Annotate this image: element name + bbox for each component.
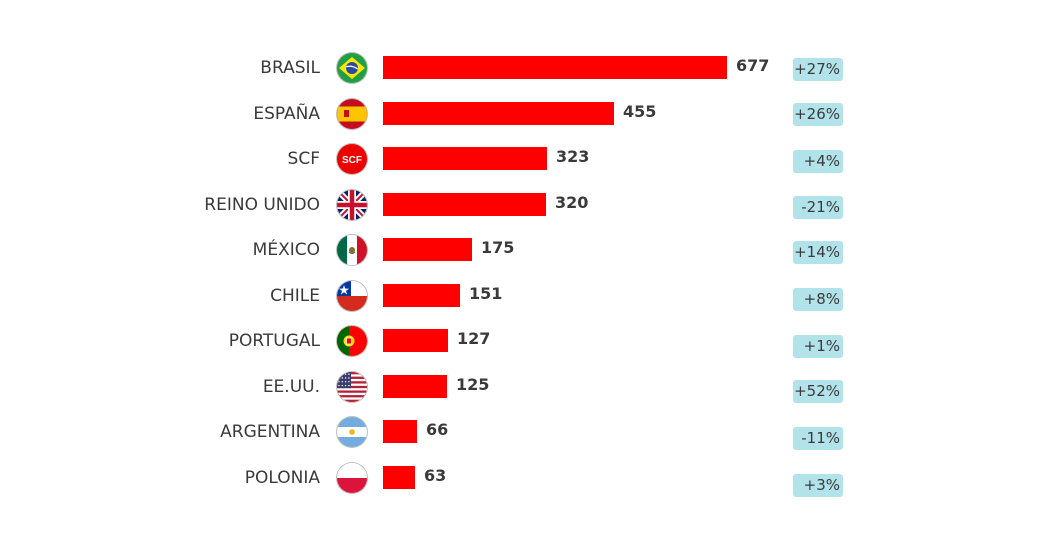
mexico-flag-icon (337, 235, 367, 265)
value-label: 125 (456, 374, 490, 394)
category-label: ESPAÑA (253, 103, 320, 124)
bar (383, 238, 472, 261)
bar-row-scf: SCF SCF 323 (0, 142, 1050, 178)
bar (383, 283, 460, 307)
value-label: 455 (623, 101, 657, 121)
category-label: BRASIL (260, 58, 320, 78)
scf-logo-icon: SCF (337, 144, 367, 174)
category-label: SCF (287, 149, 320, 169)
value-label: 677 (736, 56, 770, 75)
argentina-flag-icon (337, 417, 367, 447)
category-label: CHILE (270, 285, 320, 306)
bar (383, 420, 417, 443)
svg-text:SCF: SCF (342, 155, 362, 166)
value-label: 323 (556, 147, 590, 166)
chile-flag-icon (337, 280, 367, 311)
bar-row-polonia: POLONIA 63 (0, 461, 1050, 497)
bar-row-argentina: ARGENTINA 66 (0, 415, 1050, 451)
usa-flag-icon (337, 371, 367, 402)
category-label: EE.UU. (262, 376, 320, 397)
value-label: 320 (555, 192, 589, 212)
change-badge: +8% (793, 288, 843, 311)
bar-row-ee-uu: EE.UU. 125 (0, 370, 1050, 406)
bar (383, 147, 547, 170)
category-label: ARGENTINA (220, 422, 320, 442)
value-label: 175 (481, 238, 515, 257)
category-label: MÉXICO (252, 240, 320, 260)
change-badge: +3% (793, 474, 843, 497)
change-badge: -21% (793, 196, 843, 219)
value-label: 127 (457, 329, 491, 348)
brazil-flag-icon (337, 53, 367, 83)
bar-row-brasil: BRASIL 677 (0, 51, 1050, 87)
bar (383, 101, 614, 125)
category-label: PORTUGAL (228, 331, 320, 351)
change-badge: +1% (793, 335, 843, 358)
bar-row-mexico: MÉXICO 175 (0, 233, 1050, 269)
bar-row-reino-unido: REINO UNIDO 320 (0, 188, 1050, 224)
change-badge: +14% (793, 241, 843, 264)
portugal-flag-icon (337, 326, 367, 356)
uk-flag-icon (337, 189, 367, 220)
change-badge: +52% (793, 380, 843, 403)
change-badge: +4% (793, 150, 843, 173)
bar (383, 374, 447, 398)
bar-row-chile: CHILE 151 (0, 279, 1050, 315)
bar-row-espana: ESPAÑA 455 (0, 97, 1050, 133)
change-badge: -11% (793, 427, 843, 450)
value-label: 151 (469, 283, 503, 303)
bar (383, 192, 546, 216)
bar-row-portugal: PORTUGAL 127 (0, 324, 1050, 360)
spain-flag-icon (337, 98, 367, 129)
poland-flag-icon (337, 462, 367, 493)
change-badge: +26% (793, 103, 843, 126)
bar (383, 465, 415, 489)
category-label: POLONIA (244, 467, 320, 488)
value-label: 63 (424, 465, 447, 485)
bar (383, 329, 448, 352)
bar (383, 56, 727, 79)
change-badge: +27% (793, 58, 843, 81)
value-label: 66 (426, 420, 449, 439)
category-label: REINO UNIDO (204, 194, 320, 215)
